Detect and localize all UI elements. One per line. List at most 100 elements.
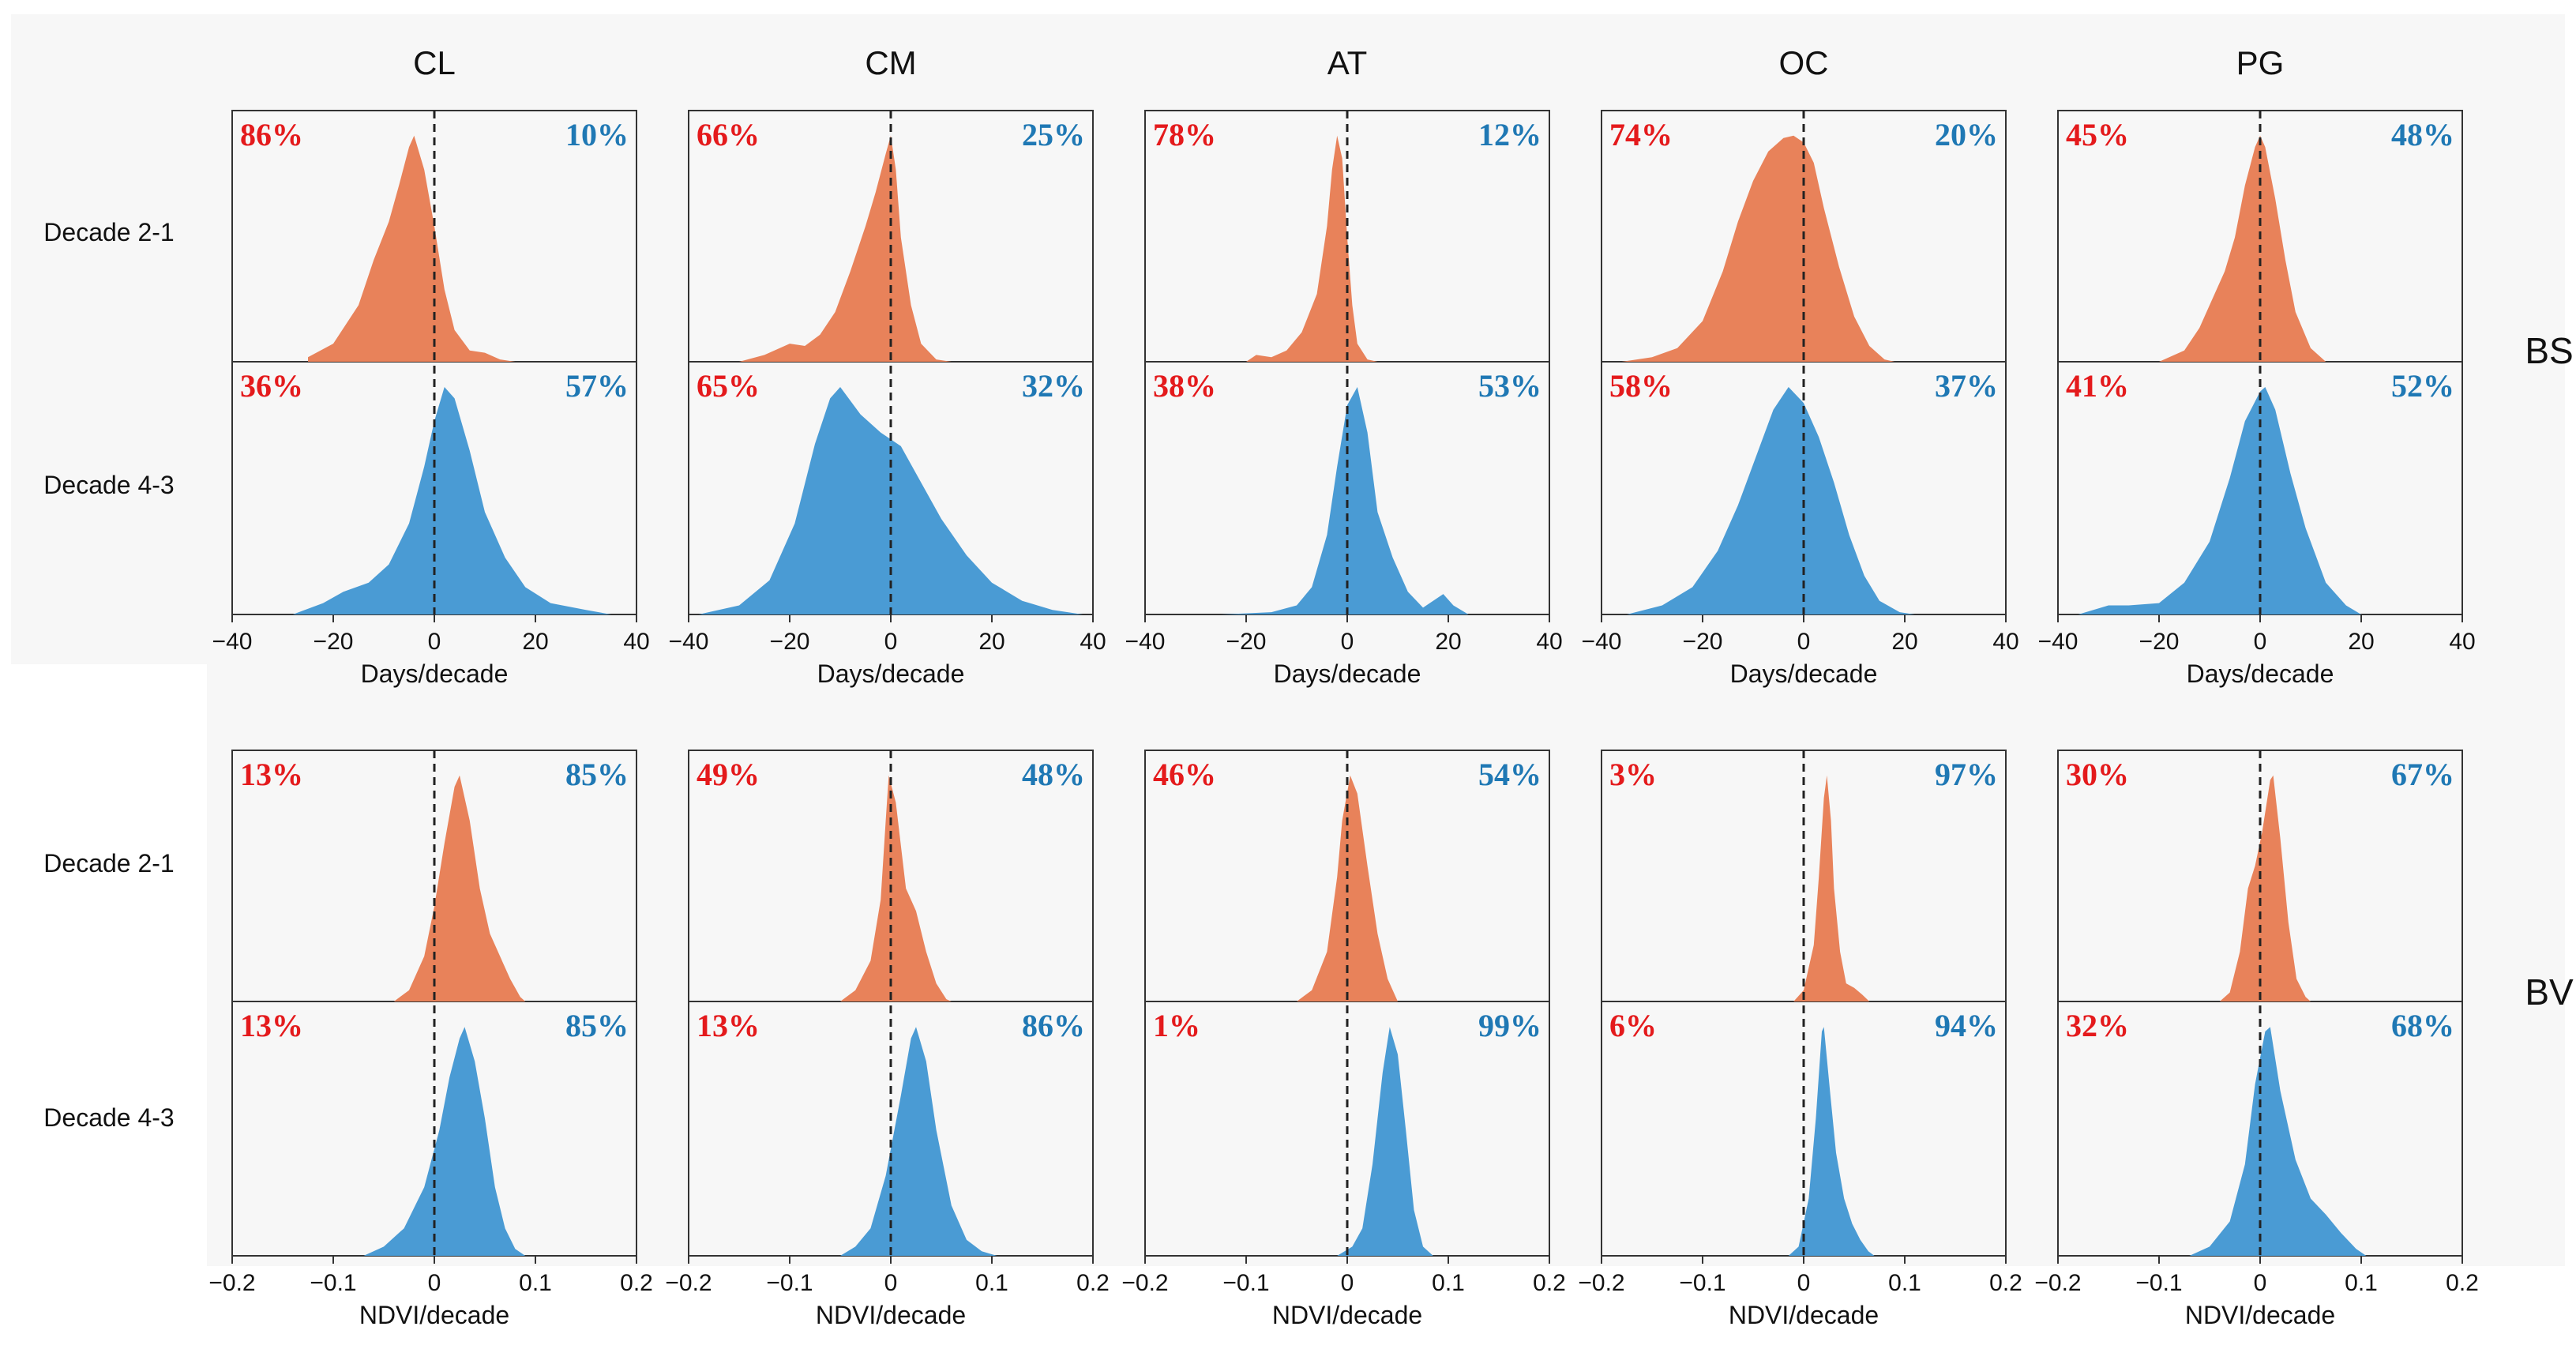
x-tick-label: −0.1 <box>766 1270 813 1296</box>
negative-share-label: 6% <box>1609 1008 1657 1043</box>
x-tick-label: 40 <box>1992 629 2018 655</box>
x-axis-label: Days/decade <box>1730 659 1878 688</box>
x-tick-label: −0.1 <box>2135 1270 2182 1296</box>
x-axis-label: Days/decade <box>1274 659 1421 688</box>
negative-share-label: 1% <box>1153 1008 1200 1043</box>
x-tick-label: −0.1 <box>1222 1270 1269 1296</box>
plot-layer: CL CM AT OC PG Decade 2-1 Decade 4-3 BS 86% 10% 36… <box>43 44 2574 1329</box>
density-bv-cm-row2 <box>840 1027 997 1256</box>
column-header-at: AT <box>1327 44 1368 81</box>
x-axis-label: Days/decade <box>2187 659 2334 688</box>
density-bs-oc-row1 <box>1621 135 1895 363</box>
positive-share-label: 32% <box>1022 368 1085 404</box>
positive-share-label: 37% <box>1935 368 1998 404</box>
x-axis-label: NDVI/decade <box>359 1301 509 1329</box>
positive-share-label: 52% <box>2391 368 2454 404</box>
x-tick-label: −40 <box>1582 629 1622 655</box>
x-tick-label: 0 <box>1797 1270 1811 1296</box>
row-label-bs-1: Decade 2-1 <box>43 218 174 246</box>
x-tick-label: 0.2 <box>620 1270 653 1296</box>
x-tick-label: 0 <box>1341 629 1354 655</box>
x-tick-label: 0 <box>428 629 441 655</box>
x-tick-label: 20 <box>1435 629 1461 655</box>
x-tick-label: 0 <box>428 1270 441 1296</box>
x-tick-label: 0.1 <box>1432 1270 1465 1296</box>
x-tick-label: −0.2 <box>665 1270 712 1296</box>
x-tick-label: 0.2 <box>1076 1270 1110 1296</box>
density-bs-pg-row1 <box>2159 135 2326 363</box>
x-tick-label: −40 <box>669 629 709 655</box>
density-bv-cl-row1 <box>393 775 526 1001</box>
density-bs-at-row2 <box>1221 387 1469 614</box>
x-tick-label: 0.1 <box>519 1270 552 1296</box>
positive-share-label: 12% <box>1478 117 1541 152</box>
x-tick-label: 20 <box>978 629 1004 655</box>
x-tick-label: 40 <box>1080 629 1106 655</box>
row-label-bs-2: Decade 4-3 <box>43 471 174 499</box>
x-tick-label: 40 <box>1536 629 1562 655</box>
x-tick-label: −20 <box>770 629 810 655</box>
density-bv-at-row2 <box>1337 1027 1433 1256</box>
positive-share-label: 48% <box>2391 117 2454 152</box>
x-tick-label: −20 <box>1683 629 1723 655</box>
x-tick-label: −0.2 <box>1578 1270 1624 1296</box>
row-label-bv-2: Decade 4-3 <box>43 1103 174 1132</box>
x-tick-label: 0.2 <box>1989 1270 2022 1296</box>
density-bs-pg-row2 <box>2078 387 2361 614</box>
density-bv-cl-row2 <box>363 1027 526 1256</box>
positive-share-label: 25% <box>1022 117 1085 152</box>
x-tick-label: 0 <box>2254 629 2267 655</box>
x-tick-label: 0 <box>1797 629 1811 655</box>
density-bv-oc-row1 <box>1793 775 1870 1001</box>
x-tick-label: −20 <box>2139 629 2180 655</box>
x-tick-label: 40 <box>2449 629 2475 655</box>
x-tick-label: 20 <box>522 629 548 655</box>
positive-share-label: 53% <box>1478 368 1541 404</box>
column-header-cl: CL <box>413 44 456 81</box>
positive-share-label: 67% <box>2391 757 2454 792</box>
density-bv-cm-row1 <box>840 775 952 1001</box>
positive-share-label: 94% <box>1935 1008 1998 1043</box>
density-bs-at-row1 <box>1246 135 1378 363</box>
x-tick-label: −0.1 <box>310 1270 356 1296</box>
x-axis-label: NDVI/decade <box>816 1301 966 1329</box>
x-tick-label: −40 <box>2038 629 2078 655</box>
density-bs-oc-row2 <box>1627 387 1915 614</box>
group-label-bv: BV <box>2525 971 2574 1013</box>
x-axis-label: NDVI/decade <box>2185 1301 2335 1329</box>
column-header-cm: CM <box>865 44 916 81</box>
density-bs-cl-row2 <box>292 387 611 614</box>
negative-share-label: 66% <box>697 117 760 152</box>
negative-share-label: 13% <box>240 1008 303 1043</box>
x-tick-label: 20 <box>2348 629 2374 655</box>
column-header-oc: OC <box>1779 44 1829 81</box>
density-bv-oc-row2 <box>1788 1027 1875 1256</box>
x-tick-label: 0.1 <box>1888 1270 1921 1296</box>
density-bs-cm-row1 <box>739 135 952 363</box>
x-tick-label: −40 <box>212 629 253 655</box>
negative-share-label: 78% <box>1153 117 1216 152</box>
density-bv-pg-row1 <box>2219 775 2311 1001</box>
negative-share-label: 13% <box>697 1008 760 1043</box>
x-tick-label: 0 <box>884 1270 898 1296</box>
x-tick-label: 0.2 <box>1533 1270 1566 1296</box>
negative-share-label: 46% <box>1153 757 1216 792</box>
group-label-bs: BS <box>2525 330 2573 371</box>
negative-share-label: 65% <box>697 368 760 404</box>
negative-share-label: 58% <box>1609 368 1673 404</box>
x-tick-label: −20 <box>314 629 354 655</box>
column-header-pg: PG <box>2236 44 2285 81</box>
negative-share-label: 41% <box>2066 368 2129 404</box>
positive-share-label: 20% <box>1935 117 1998 152</box>
positive-share-label: 68% <box>2391 1008 2454 1043</box>
negative-share-label: 49% <box>697 757 760 792</box>
negative-share-label: 36% <box>240 368 303 404</box>
negative-share-label: 3% <box>1609 757 1657 792</box>
x-tick-label: −40 <box>1125 629 1166 655</box>
negative-share-label: 45% <box>2066 117 2129 152</box>
x-tick-label: −0.1 <box>1679 1270 1725 1296</box>
x-tick-label: 0 <box>2254 1270 2267 1296</box>
positive-share-label: 10% <box>565 117 629 152</box>
positive-share-label: 57% <box>565 368 629 404</box>
